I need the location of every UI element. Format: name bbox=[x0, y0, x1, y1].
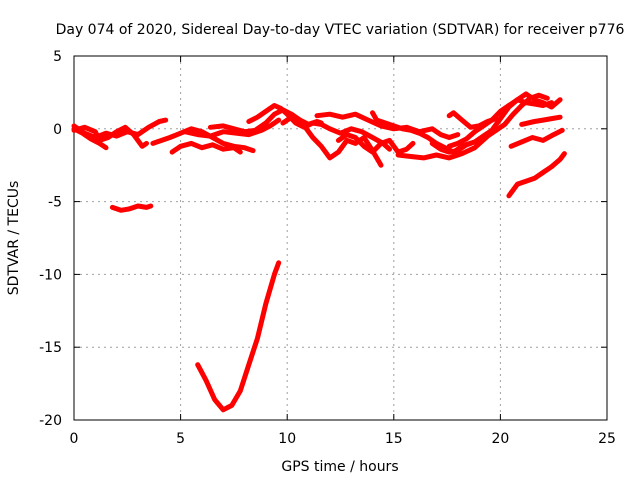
series-line-arc-4 bbox=[109, 203, 154, 213]
y-tick-label: -5 bbox=[48, 195, 62, 211]
series-line-arc-20 bbox=[506, 151, 567, 199]
series-line-arc-19 bbox=[519, 114, 563, 127]
series-line-arc-16 bbox=[446, 91, 563, 149]
y-tick-label: 5 bbox=[53, 49, 62, 65]
data-series bbox=[71, 91, 567, 413]
x-tick-label: 10 bbox=[278, 431, 296, 447]
series-line-arc-7 bbox=[182, 117, 282, 139]
series-line-arc-17 bbox=[446, 110, 499, 130]
x-tick-label: 15 bbox=[385, 431, 403, 447]
series-line-arc-6 bbox=[169, 140, 243, 155]
series-line-arc-21 bbox=[195, 260, 282, 413]
series-line-arc-18 bbox=[508, 127, 565, 149]
axis-ticks: 0 5 10 15 20 25 -20 -15 -10 -5 0 5 bbox=[39, 49, 616, 447]
x-tick-label: 0 bbox=[70, 431, 79, 447]
series-line-arc-2 bbox=[71, 124, 149, 149]
y-tick-label: 0 bbox=[53, 122, 62, 138]
y-tick-label: -10 bbox=[39, 267, 62, 283]
y-tick-label: -20 bbox=[39, 413, 62, 429]
x-tick-label: 20 bbox=[491, 431, 509, 447]
x-tick-label: 25 bbox=[598, 431, 616, 447]
series-line-arc-10 bbox=[280, 114, 384, 168]
x-tick-label: 5 bbox=[176, 431, 185, 447]
chart-title: Day 074 of 2020, Sidereal Day-to-day VTE… bbox=[56, 22, 625, 38]
grid bbox=[74, 56, 607, 420]
series-line-arc-12 bbox=[335, 132, 416, 155]
series-line-arc-3 bbox=[71, 126, 109, 151]
series-line-arc-15 bbox=[429, 97, 555, 155]
series-line-arc-9 bbox=[246, 103, 392, 152]
y-axis-label: SDTVAR / TECUs bbox=[6, 181, 22, 296]
x-axis-label: GPS time / hours bbox=[281, 459, 398, 475]
plot-frame bbox=[73, 55, 608, 421]
series-line-arc-11 bbox=[314, 111, 461, 140]
y-tick-label: -15 bbox=[39, 340, 62, 356]
